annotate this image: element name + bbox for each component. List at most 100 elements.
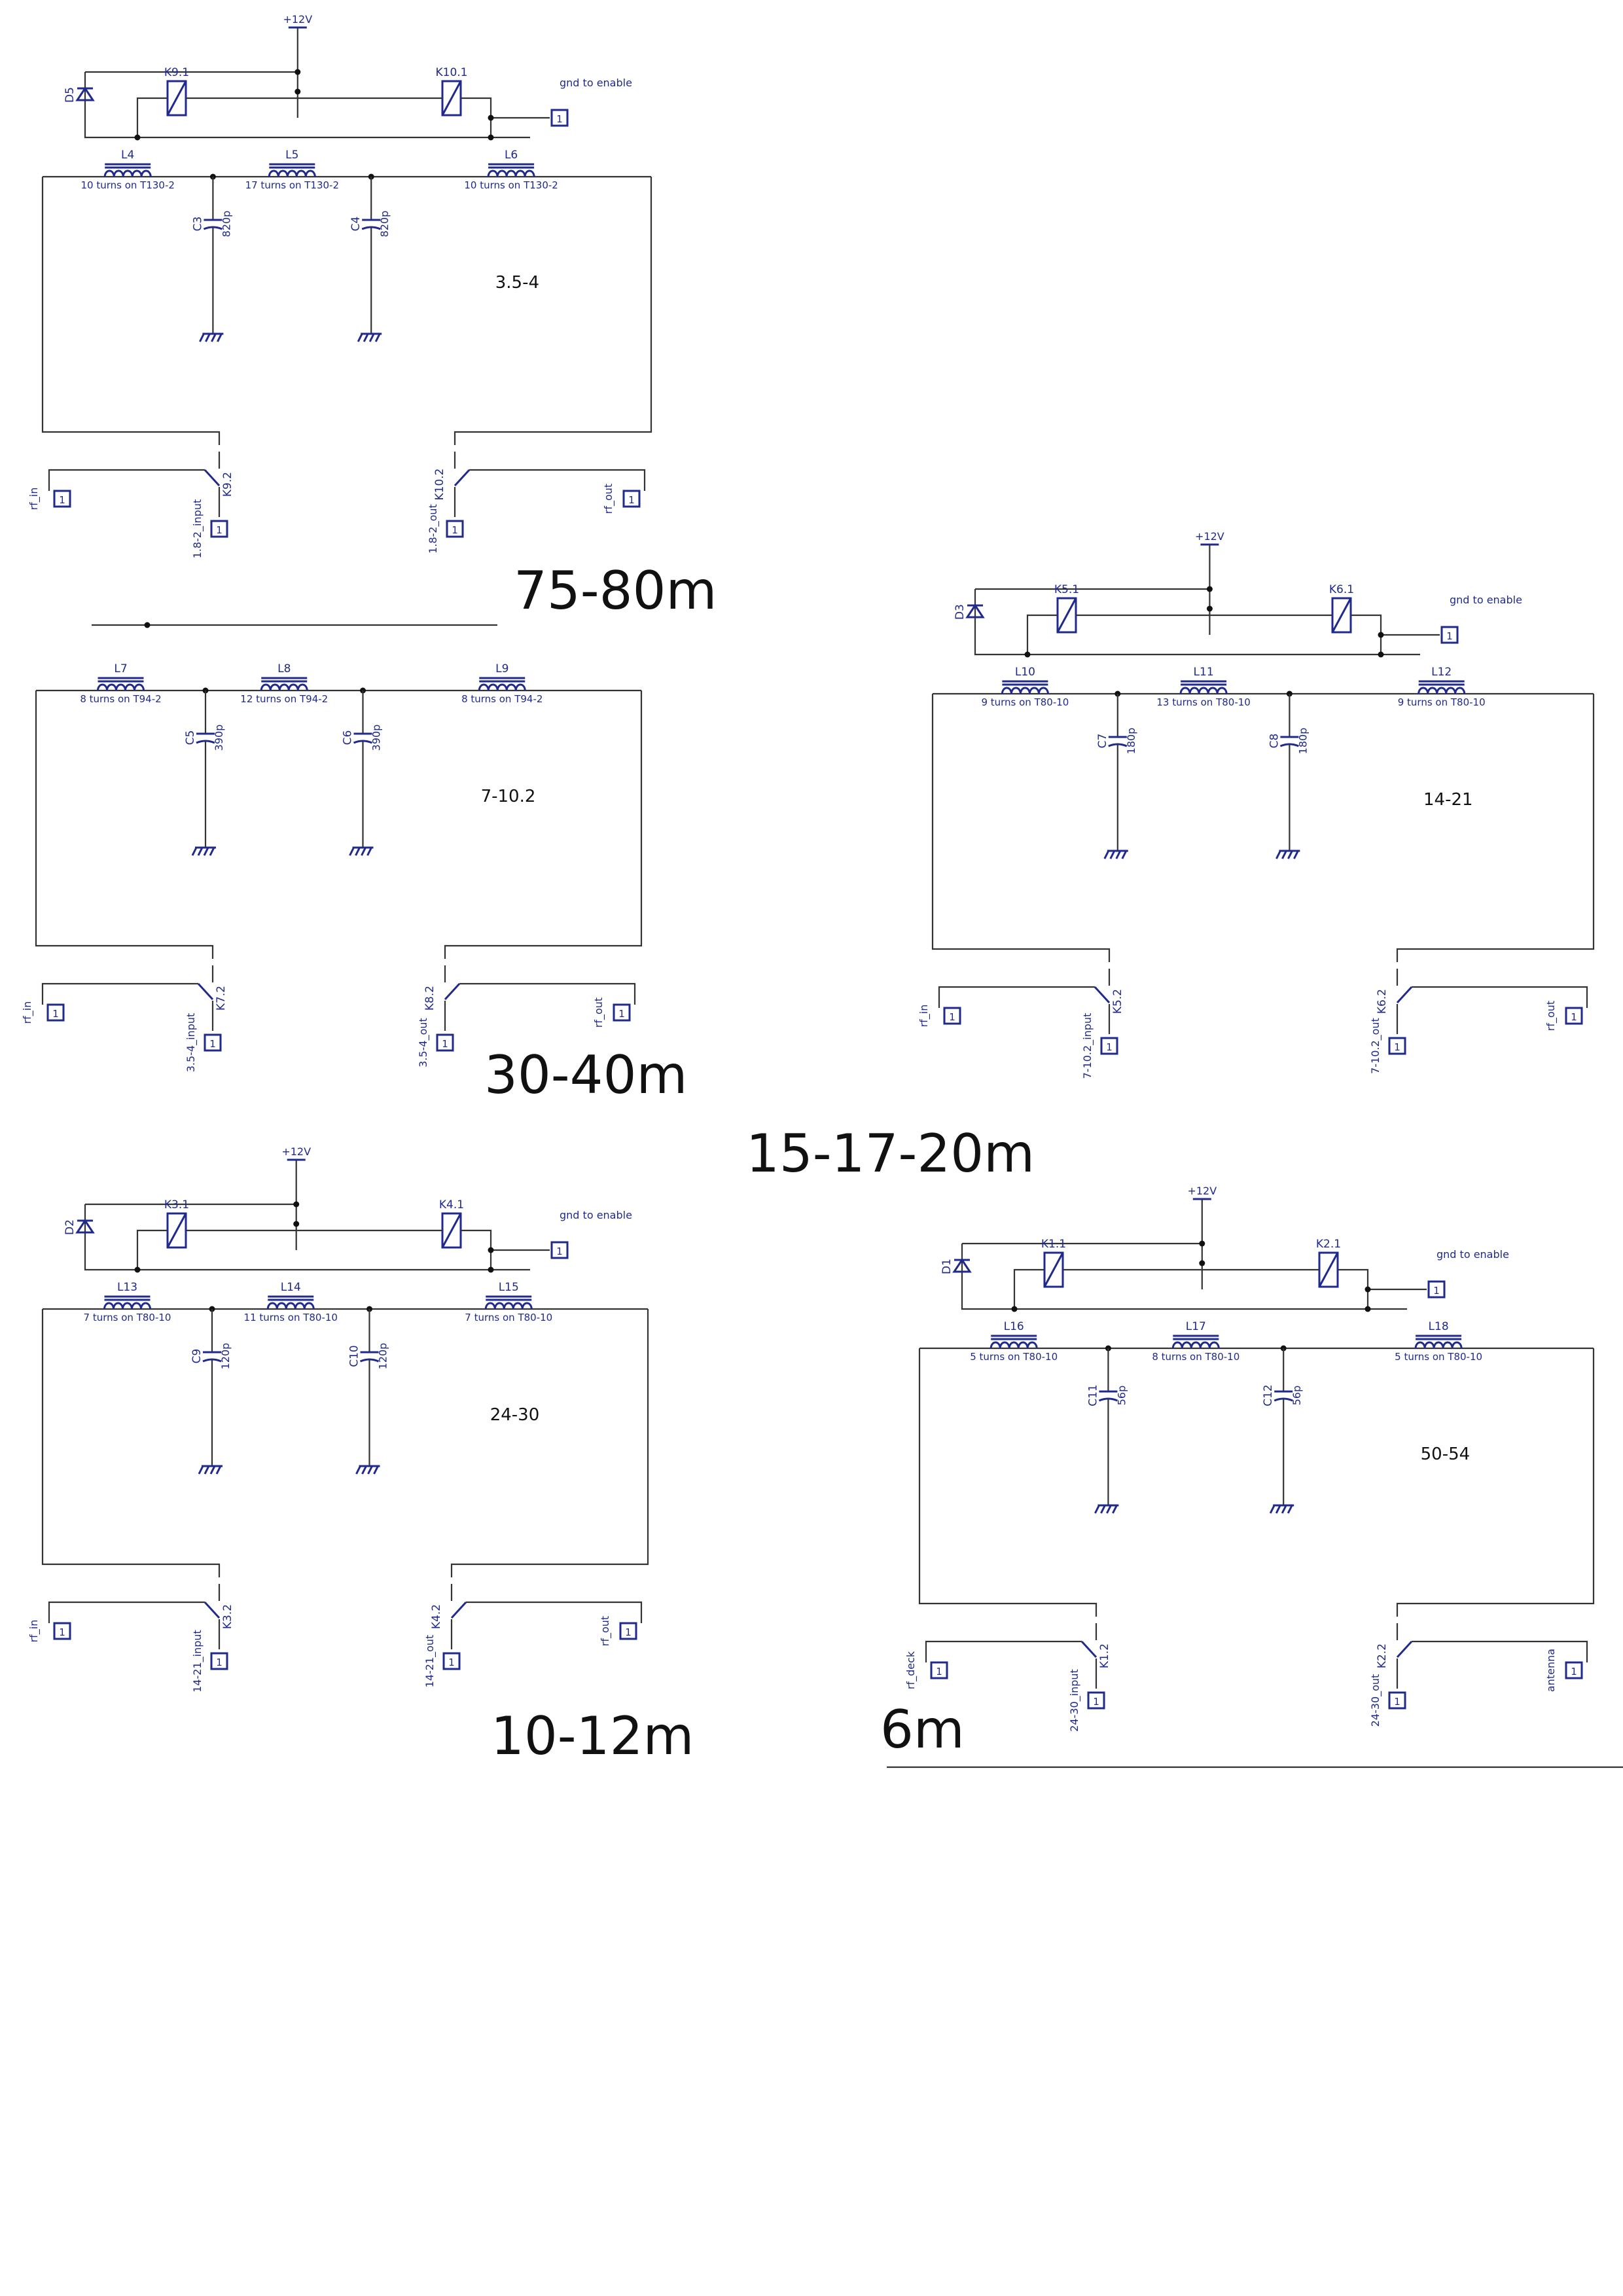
junction-dot	[293, 1201, 300, 1208]
relay-contact-ref: K6.2	[1376, 989, 1389, 1014]
relay-contact-k8: K8.2	[423, 965, 461, 1031]
capacitor-ref: C9	[190, 1349, 204, 1364]
diode-ref: D5	[63, 87, 77, 103]
capacitor-c5: C5 390p	[184, 691, 225, 856]
junction-dot	[134, 1266, 141, 1273]
relay-coil-k9: K9.1	[164, 66, 189, 117]
connector-pin-number: 1	[452, 524, 458, 536]
lowpass-ladder: L13 7 turns on T80-10 L14 11 turns on T80-1…	[27, 1281, 649, 1693]
connector-pin-number: 1	[628, 494, 635, 506]
inductor-ref: L9	[495, 662, 508, 675]
capacitor-ref: C8	[1268, 734, 1281, 749]
band-frequency-label: 14-21	[1423, 790, 1473, 810]
relay-coil-k5: K5.1	[1054, 583, 1079, 634]
relay-contact-k4: K4.2	[430, 1584, 467, 1649]
diode-d3: D3	[954, 589, 985, 635]
capacitor-c3: C3 820p	[191, 177, 232, 342]
capacitor-ref: C4	[349, 217, 363, 232]
supply-label: +12V	[283, 13, 312, 26]
inductor-note: 13 turns on T80-10	[1156, 696, 1250, 708]
relay-driver: +12V D1 K1.1 K2.1 gnd to enable 1	[940, 1185, 1509, 1312]
rf-output-connector: 1	[622, 490, 641, 508]
bypass-output-connector: 1	[1388, 1037, 1406, 1055]
enable-connector: 1	[1427, 1280, 1446, 1299]
capacitor-c8: C8 180p	[1268, 694, 1309, 859]
inductor-note: 5 turns on T80-10	[1395, 1351, 1482, 1363]
ground-symbol	[349, 846, 374, 856]
rf-input-connector: 1	[46, 1003, 65, 1022]
relay-coil-k1: K1.1	[1041, 1238, 1066, 1288]
relay-coil-ref: K4.1	[439, 1198, 464, 1211]
inductor-note: 11 turns on T80-10	[244, 1312, 338, 1323]
inductor-note: 9 turns on T80-10	[981, 696, 1069, 708]
ground-symbol	[1103, 850, 1128, 859]
relay-driver: +12V D3 K5.1 K6.1 gnd to enable 1	[954, 530, 1522, 658]
ground-symbol	[1275, 850, 1300, 859]
ground-symbol	[1094, 1504, 1119, 1514]
inductor-ref: L16	[1004, 1320, 1024, 1333]
enable-connector: 1	[550, 109, 569, 127]
rf-input-connector: 1	[53, 1622, 71, 1640]
capacitor-c9: C9 120p	[190, 1309, 232, 1475]
rf-input-connector: 1	[943, 1007, 961, 1025]
capacitor-c12: C12 56p	[1262, 1348, 1303, 1514]
capacitor-c4: C4 820p	[349, 177, 391, 342]
connector-pin-number: 1	[1394, 1696, 1400, 1708]
connector-pin-number: 1	[448, 1657, 455, 1668]
inductor-ref: L12	[1431, 666, 1452, 679]
inductor-note: 8 turns on T80-10	[1152, 1351, 1240, 1363]
inductor-l5: L5 17 turns on T130-2	[245, 149, 339, 191]
filter-section-14-21: +12V D3 K5.1 K6.1 gnd to enable 1 L10 9 turns o…	[746, 530, 1595, 1184]
rf-input-label: rf_in	[27, 488, 41, 511]
relay-coil-ref: K6.1	[1329, 583, 1354, 596]
junction-dot	[1206, 605, 1213, 612]
diode-d2: D2	[63, 1204, 95, 1250]
rf-output-connector: 1	[1565, 1661, 1583, 1679]
bypass-input-connector: 1	[1100, 1037, 1118, 1055]
relay-coil-ref: K2.1	[1316, 1238, 1341, 1251]
ground-symbol	[357, 332, 382, 342]
capacitor-c11: C11 56p	[1086, 1348, 1128, 1514]
bypass-output-label: 7-10.2_out	[1369, 1018, 1382, 1074]
relay-coil-ref: K5.1	[1054, 583, 1079, 596]
relay-driver: +12V D5 K9.1 K10.1 gnd to enable 1	[63, 13, 632, 141]
bypass-output-label: 24-30_out	[1369, 1674, 1382, 1727]
capacitor-value: 390p	[370, 725, 383, 751]
connector-pin-number: 1	[59, 1626, 65, 1638]
rf-input-label: rf_in	[27, 1620, 41, 1643]
inductor-note: 12 turns on T94-2	[240, 693, 328, 705]
bypass-input-connector: 1	[1087, 1691, 1105, 1710]
junction-dot	[294, 69, 301, 75]
diode-d5: D5	[63, 72, 95, 118]
capacitor-value: 120p	[377, 1343, 389, 1370]
connector-pin-number: 1	[1093, 1696, 1099, 1708]
connector-pin-number: 1	[216, 524, 223, 536]
rf-output-connector: 1	[619, 1622, 637, 1640]
diode-ref: D1	[940, 1259, 954, 1274]
capacitor-value: 180p	[1296, 728, 1309, 755]
enable-label: gnd to enable	[560, 1209, 632, 1221]
bypass-input-label: 1.8-2_input	[191, 499, 204, 559]
connector-pin-number: 1	[209, 1038, 216, 1050]
lowpass-ladder: L16 5 turns on T80-10 L17 8 turns on T80-10…	[904, 1320, 1595, 1732]
supply-label: +12V	[1187, 1185, 1217, 1197]
capacitor-ref: C6	[342, 730, 355, 745]
enable-label: gnd to enable	[1436, 1248, 1509, 1261]
inductor-ref: L4	[121, 149, 134, 162]
junction-dot	[293, 1221, 300, 1227]
junction-dot	[144, 622, 151, 628]
connector-pin-number: 1	[556, 113, 563, 125]
connector-pin-number: 1	[1446, 630, 1453, 642]
inductor-l6: L6 10 turns on T130-2	[464, 149, 558, 191]
enable-label: gnd to enable	[560, 77, 632, 89]
relay-contact-ref: K4.2	[430, 1604, 443, 1629]
junction-dot	[488, 134, 494, 141]
bypass-output-label: 14-21_out	[423, 1635, 437, 1688]
relay-contact-ref: K9.2	[221, 472, 234, 497]
inductor-ref: L8	[277, 662, 291, 675]
connector-pin-number: 1	[52, 1008, 59, 1020]
connector-pin-number: 1	[216, 1657, 223, 1668]
connector-pin-number: 1	[59, 494, 65, 506]
relay-coil-k4: K4.1	[439, 1198, 464, 1249]
